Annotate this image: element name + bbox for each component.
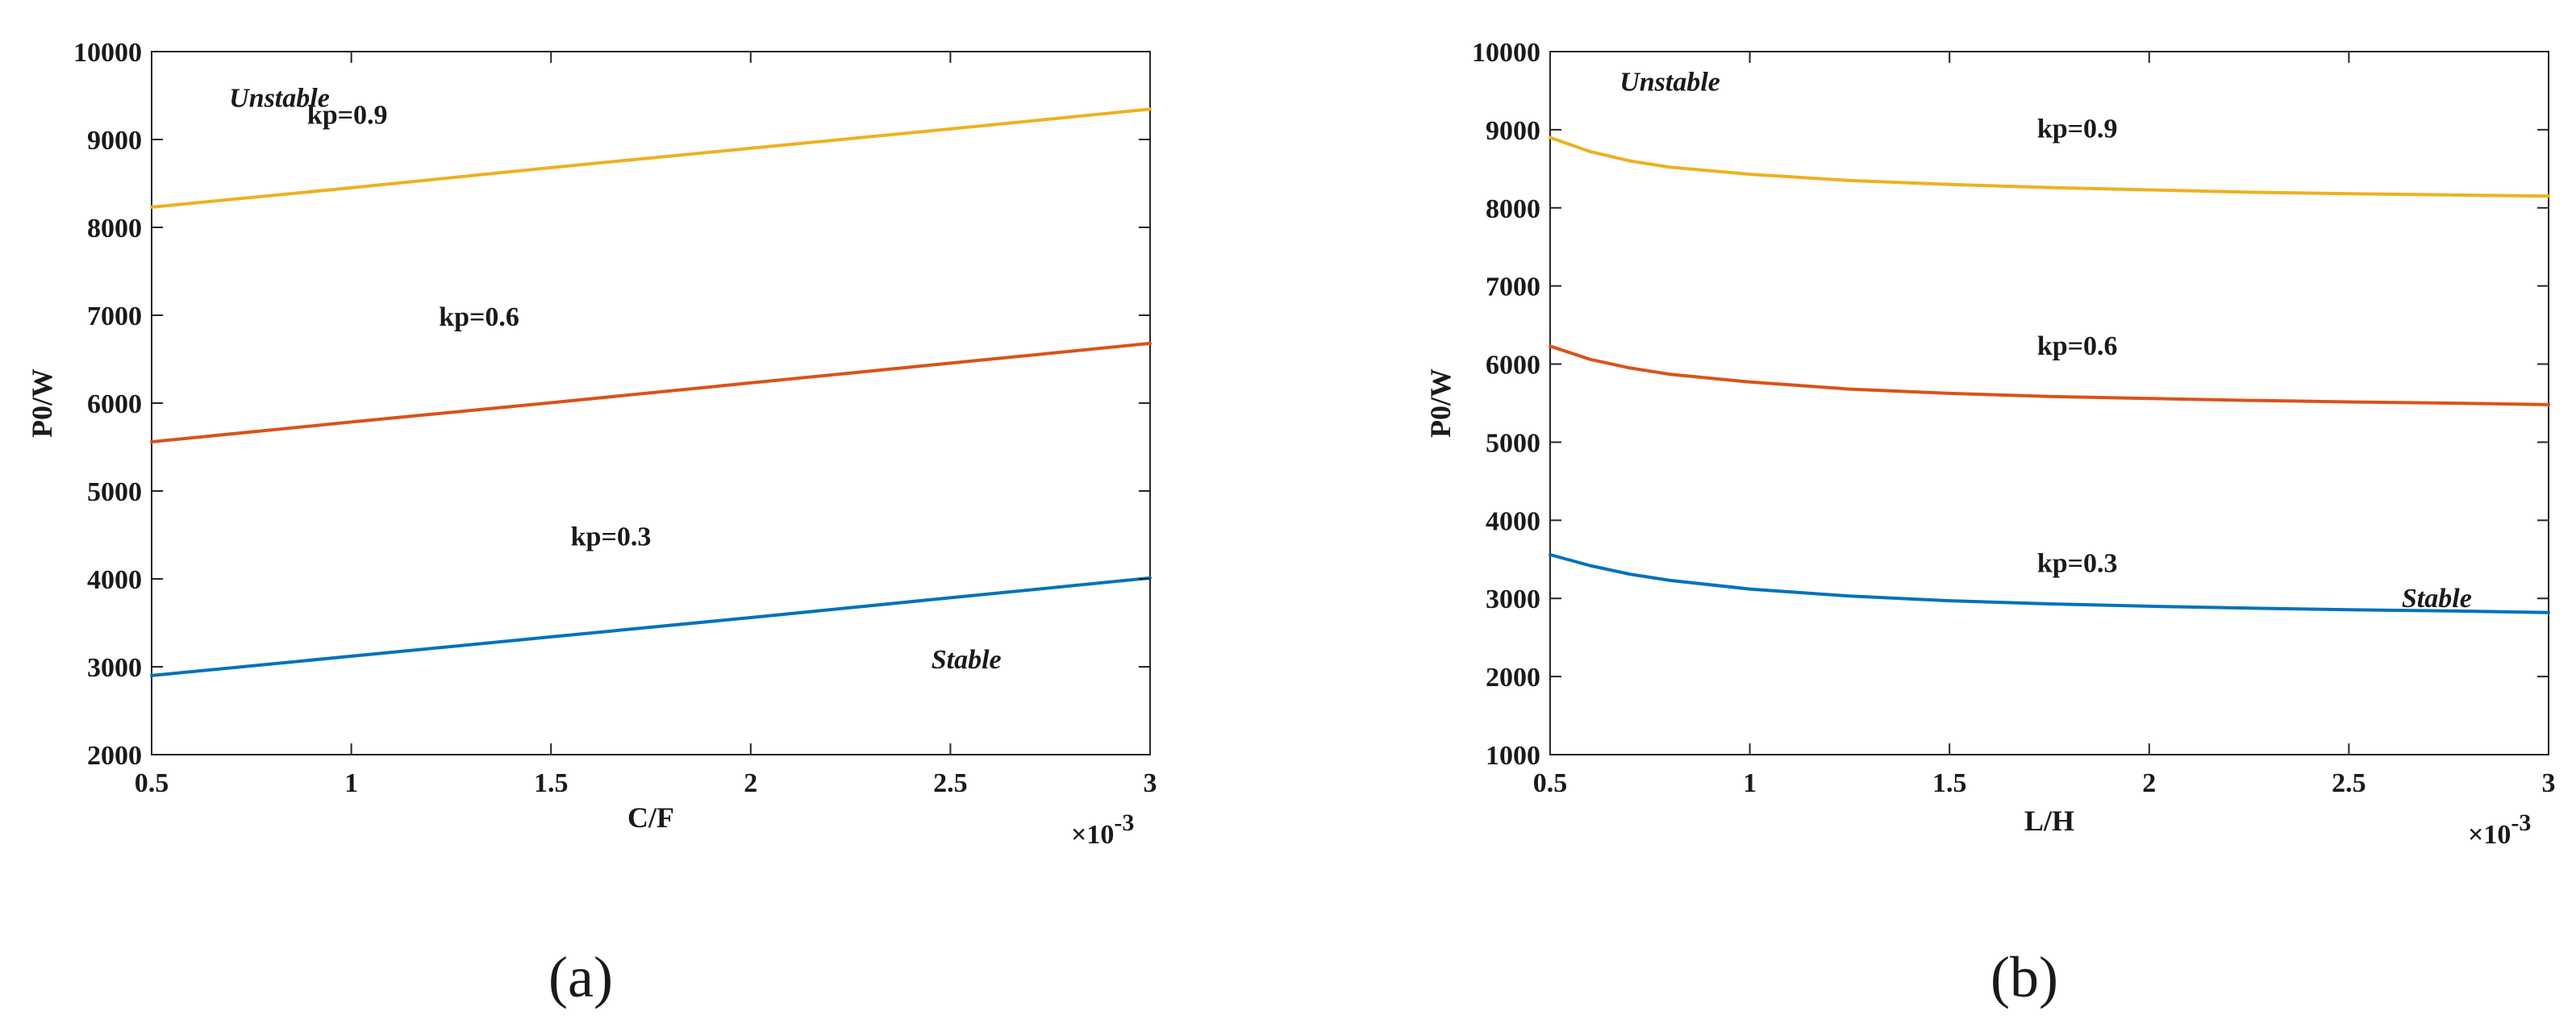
x-tick-label: 3 — [2542, 768, 2556, 798]
series-line-b-kp-0_9 — [1549, 135, 2550, 198]
y-tick-label: 9000 — [1486, 116, 1540, 146]
x-axis-ticks-b: 0.5 1 1.5 2 2.5 3 — [1533, 52, 2556, 798]
series-label-kp-0_6: kp=0.6 — [2037, 331, 2118, 361]
series-label-kp-0_9: kp=0.9 — [307, 100, 388, 130]
x-tick-label: 1.5 — [534, 768, 569, 798]
x-multiplier-a: ×10-3 — [1071, 809, 1134, 850]
x-axis-label-a: C/F — [627, 801, 674, 834]
region-annotation-unstable: Unstable — [1619, 67, 1720, 97]
y-tick-label: 1000 — [1486, 741, 1540, 771]
annotations-b: Unstable Stable — [1619, 67, 2472, 613]
chart-panel-a: 2000 3000 4000 5000 6000 7000 8000 9000 10000 0.… — [26, 38, 1157, 1009]
series-layer-b — [1549, 135, 2550, 614]
y-tick-label: 5000 — [87, 477, 142, 507]
series-line-a-kp-0_9 — [150, 107, 1152, 209]
x-tick-label: 1 — [1743, 768, 1757, 798]
x-tick-label: 3 — [1144, 768, 1157, 798]
annotations-a: Unstable Stable — [229, 84, 1002, 676]
x-multiplier-exp-a: -3 — [1114, 809, 1134, 836]
series-labels-b: kp=0.3 kp=0.6 kp=0.9 — [2037, 114, 2118, 579]
x-tick-label: 0.5 — [135, 768, 169, 798]
y-tick-label: 3000 — [1486, 585, 1540, 614]
y-tick-label: 10000 — [1472, 38, 1540, 68]
plot-area-frame-a — [151, 51, 1151, 755]
y-tick-label: 5000 — [1486, 428, 1540, 458]
panel-label-b: (b) — [1990, 945, 2058, 1009]
series-layer-a — [150, 107, 1152, 677]
x-tick-label: 1 — [344, 768, 358, 798]
series-labels-a: kp=0.3 kp=0.6 kp=0.9 — [307, 100, 652, 551]
x-tick-label: 2.5 — [933, 768, 968, 798]
y-tick-label: 6000 — [1486, 351, 1540, 381]
y-axis-ticks-b: 1000 2000 3000 4000 5000 6000 7000 8000 9000 1000… — [1472, 38, 2549, 771]
panel-label-a: (a) — [548, 945, 613, 1009]
x-tick-label: 2 — [2142, 768, 2156, 798]
y-tick-label: 8000 — [1486, 194, 1540, 224]
x-multiplier-base-b: ×10 — [2468, 820, 2511, 850]
region-annotation-unstable: Unstable — [229, 84, 330, 114]
y-tick-label: 6000 — [87, 389, 142, 419]
x-axis-label-b: L/H — [2024, 805, 2074, 837]
y-tick-label: 7000 — [87, 302, 142, 331]
region-annotation-stable: Stable — [932, 645, 1002, 675]
series-line-b-kp-0_6 — [1549, 344, 2550, 406]
x-tick-label: 2.5 — [2332, 768, 2366, 798]
chart-panel-b: 1000 2000 3000 4000 5000 6000 7000 8000 9000 1000… — [1424, 38, 2556, 1009]
x-multiplier-base-a: ×10 — [1071, 820, 1114, 850]
x-multiplier-exp-b: -3 — [2511, 809, 2531, 836]
series-label-kp-0_3: kp=0.3 — [571, 522, 652, 552]
y-axis-label-b: P0/W — [1424, 368, 1457, 438]
y-tick-label: 2000 — [87, 741, 142, 771]
y-tick-label: 10000 — [73, 38, 142, 68]
x-tick-label: 0.5 — [1533, 768, 1568, 798]
y-tick-label: 3000 — [87, 653, 142, 683]
y-tick-label: 2000 — [1486, 663, 1540, 693]
x-multiplier-b: ×10-3 — [2468, 809, 2531, 850]
x-tick-label: 1.5 — [1932, 768, 1967, 798]
series-line-a-kp-0_6 — [150, 341, 1152, 443]
x-tick-label: 2 — [744, 768, 757, 798]
y-axis-ticks-a: 2000 3000 4000 5000 6000 7000 8000 9000 10000 — [73, 38, 1150, 771]
y-tick-label: 4000 — [87, 565, 142, 595]
y-tick-label: 8000 — [87, 214, 142, 243]
series-label-kp-0_3: kp=0.3 — [2037, 548, 2118, 578]
y-tick-label: 4000 — [1486, 506, 1540, 536]
series-line-b-kp-0_3 — [1549, 553, 2550, 614]
y-tick-label: 9000 — [87, 126, 142, 156]
series-line-a-kp-0_3 — [150, 576, 1152, 677]
region-annotation-stable: Stable — [2402, 584, 2472, 614]
x-axis-ticks-a: 0.5 1 1.5 2 2.5 3 — [135, 52, 1157, 798]
series-label-kp-0_6: kp=0.6 — [439, 302, 519, 332]
y-tick-label: 7000 — [1486, 273, 1540, 302]
series-label-kp-0_9: kp=0.9 — [2037, 114, 2118, 144]
y-axis-label-a: P0/W — [26, 368, 58, 438]
